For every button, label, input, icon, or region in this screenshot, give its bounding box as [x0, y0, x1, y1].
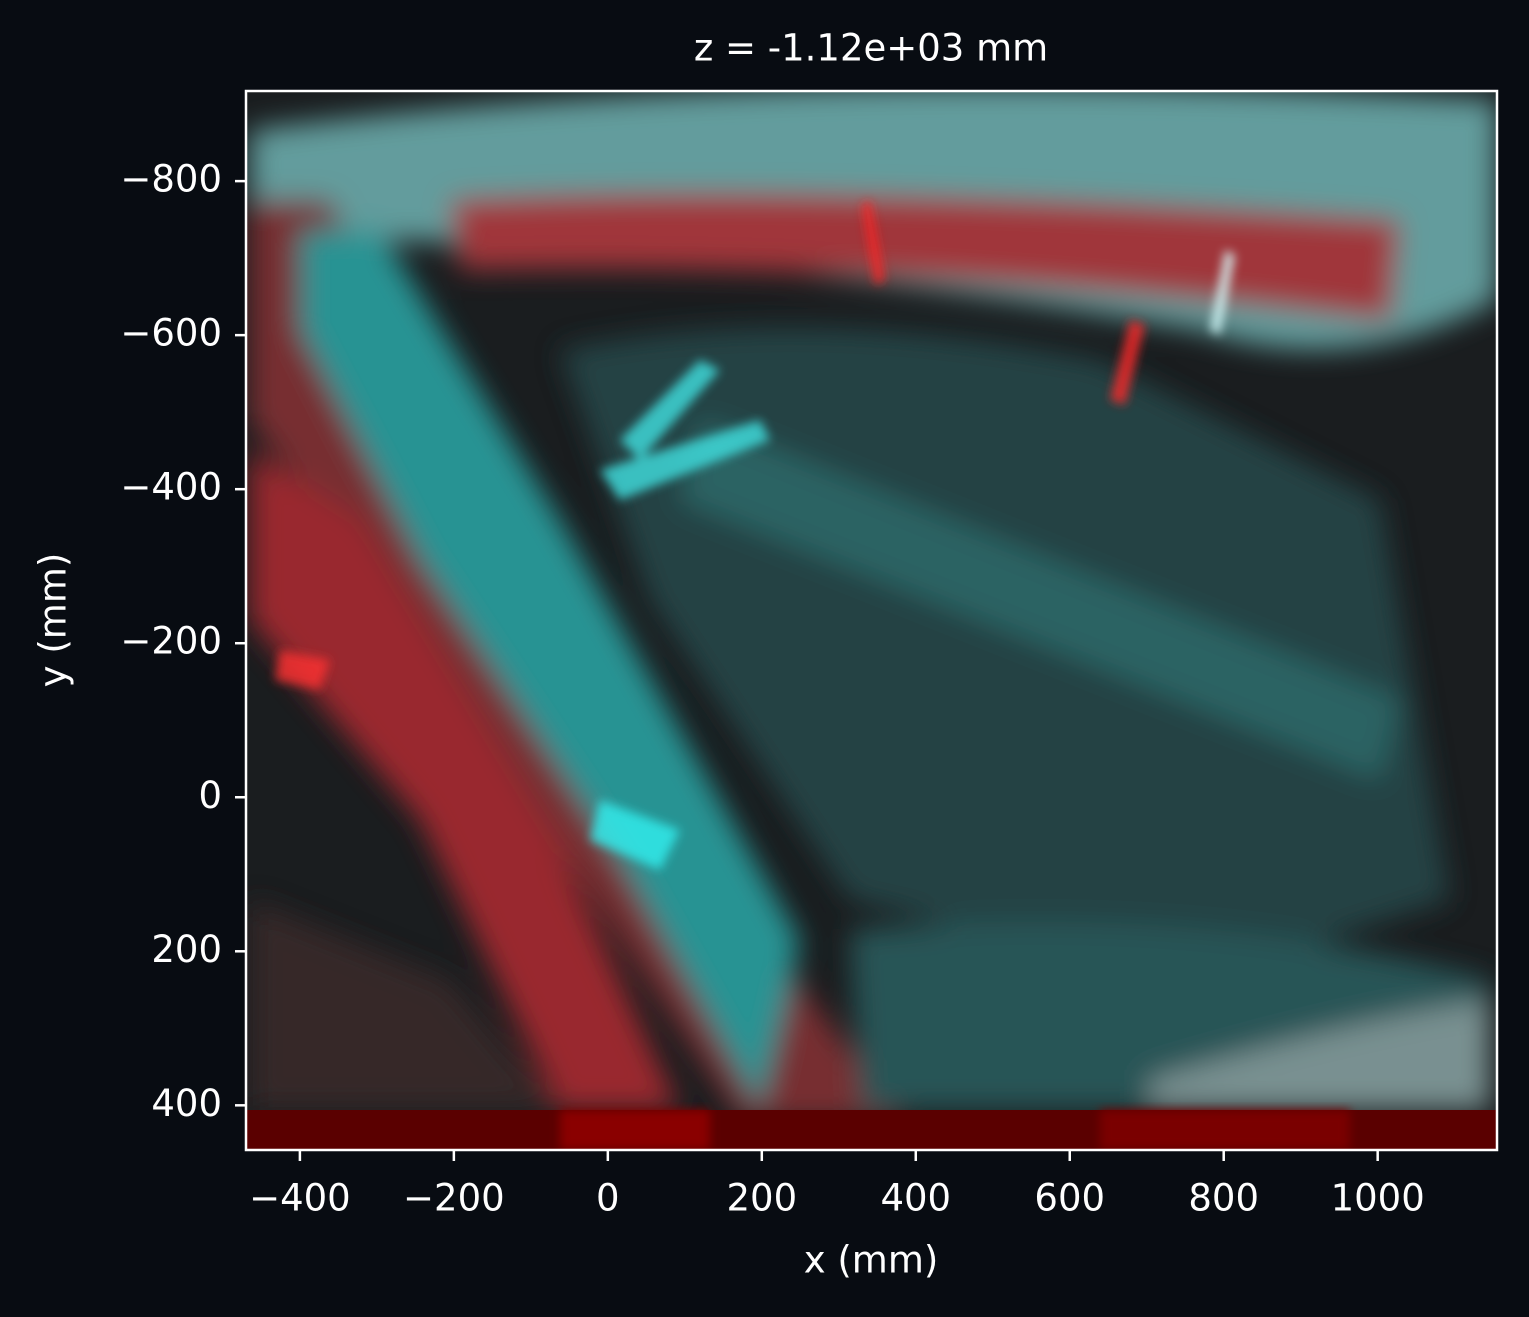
x-tick-label: −400	[249, 1177, 351, 1220]
image	[246, 91, 1497, 1150]
x-tick-label: 200	[726, 1177, 797, 1220]
y-tick-label: −400	[120, 466, 222, 509]
x-tick-label: 600	[1034, 1177, 1105, 1220]
x-tick-label: 400	[880, 1177, 951, 1220]
y-axis-label: y (mm)	[32, 553, 75, 688]
x-tick-label: 1000	[1331, 1177, 1425, 1220]
y-tick-label: −200	[120, 620, 222, 663]
x-axis-label: x (mm)	[804, 1239, 939, 1282]
y-tick-label: −600	[120, 312, 222, 355]
y-tick-label: −800	[120, 158, 222, 201]
chart-title: z = -1.12e+03 mm	[694, 27, 1048, 70]
x-tick-label: 0	[596, 1177, 620, 1220]
plot-frame	[244, 89, 1499, 1152]
x-tick-label: −200	[403, 1177, 505, 1220]
x-tick-label: 800	[1188, 1177, 1259, 1220]
y-tick-label: 0	[198, 774, 222, 817]
y-tick-label: 400	[151, 1082, 222, 1125]
y-tick-label: 200	[151, 928, 222, 971]
